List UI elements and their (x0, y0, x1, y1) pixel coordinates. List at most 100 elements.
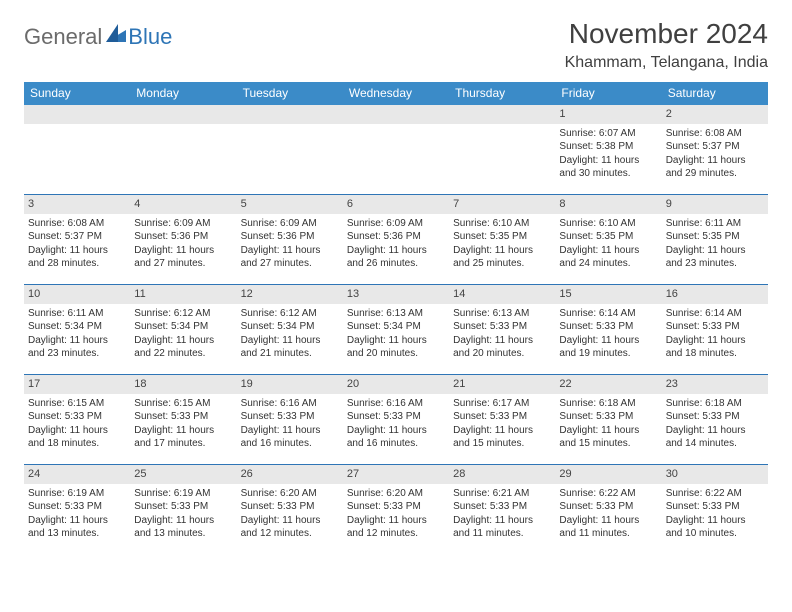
calendar-table: Sunday Monday Tuesday Wednesday Thursday… (24, 82, 768, 555)
daylight-text: and 19 minutes. (559, 347, 657, 361)
weekday-header: Wednesday (343, 82, 449, 105)
daylight-text: and 16 minutes. (241, 437, 339, 451)
daylight-text: and 18 minutes. (666, 347, 764, 361)
daylight-text: Daylight: 11 hours (347, 424, 445, 438)
daylight-text: Daylight: 11 hours (453, 244, 551, 258)
sunrise-text: Sunrise: 6:14 AM (559, 307, 657, 321)
daylight-text: Daylight: 11 hours (28, 334, 126, 348)
day-number (449, 105, 555, 124)
daylight-text: and 17 minutes. (134, 437, 232, 451)
calendar-day-cell: 20Sunrise: 6:16 AMSunset: 5:33 PMDayligh… (343, 375, 449, 465)
sunrise-text: Sunrise: 6:13 AM (453, 307, 551, 321)
daylight-text: and 24 minutes. (559, 257, 657, 271)
sunset-text: Sunset: 5:36 PM (347, 230, 445, 244)
day-number (237, 105, 343, 124)
calendar-day-cell (130, 105, 236, 195)
day-number: 27 (343, 465, 449, 484)
calendar-day-cell: 25Sunrise: 6:19 AMSunset: 5:33 PMDayligh… (130, 465, 236, 555)
calendar-week-row: 3Sunrise: 6:08 AMSunset: 5:37 PMDaylight… (24, 195, 768, 285)
sunrise-text: Sunrise: 6:12 AM (134, 307, 232, 321)
location-label: Khammam, Telangana, India (565, 54, 768, 72)
calendar-day-cell: 19Sunrise: 6:16 AMSunset: 5:33 PMDayligh… (237, 375, 343, 465)
sunset-text: Sunset: 5:35 PM (559, 230, 657, 244)
sunset-text: Sunset: 5:38 PM (559, 140, 657, 154)
weekday-header: Sunday (24, 82, 130, 105)
daylight-text: and 21 minutes. (241, 347, 339, 361)
sunrise-text: Sunrise: 6:22 AM (666, 487, 764, 501)
sunset-text: Sunset: 5:33 PM (134, 500, 232, 514)
sunrise-text: Sunrise: 6:17 AM (453, 397, 551, 411)
sunrise-text: Sunrise: 6:18 AM (666, 397, 764, 411)
weekday-header-row: Sunday Monday Tuesday Wednesday Thursday… (24, 82, 768, 105)
daylight-text: and 11 minutes. (559, 527, 657, 541)
calendar-day-cell: 2Sunrise: 6:08 AMSunset: 5:37 PMDaylight… (662, 105, 768, 195)
calendar-week-row: 1Sunrise: 6:07 AMSunset: 5:38 PMDaylight… (24, 105, 768, 195)
daylight-text: and 27 minutes. (241, 257, 339, 271)
sunset-text: Sunset: 5:33 PM (666, 320, 764, 334)
daylight-text: Daylight: 11 hours (666, 424, 764, 438)
sunset-text: Sunset: 5:35 PM (453, 230, 551, 244)
sunset-text: Sunset: 5:37 PM (666, 140, 764, 154)
daylight-text: and 29 minutes. (666, 167, 764, 181)
sunrise-text: Sunrise: 6:14 AM (666, 307, 764, 321)
daylight-text: Daylight: 11 hours (241, 514, 339, 528)
day-number (130, 105, 236, 124)
calendar-day-cell: 8Sunrise: 6:10 AMSunset: 5:35 PMDaylight… (555, 195, 661, 285)
day-number: 19 (237, 375, 343, 394)
sunset-text: Sunset: 5:34 PM (241, 320, 339, 334)
calendar-day-cell: 29Sunrise: 6:22 AMSunset: 5:33 PMDayligh… (555, 465, 661, 555)
day-number: 24 (24, 465, 130, 484)
logo-text-blue: Blue (128, 24, 172, 50)
calendar-day-cell: 15Sunrise: 6:14 AMSunset: 5:33 PMDayligh… (555, 285, 661, 375)
sunset-text: Sunset: 5:33 PM (453, 410, 551, 424)
daylight-text: and 26 minutes. (347, 257, 445, 271)
day-number: 16 (662, 285, 768, 304)
daylight-text: Daylight: 11 hours (559, 424, 657, 438)
calendar-day-cell: 5Sunrise: 6:09 AMSunset: 5:36 PMDaylight… (237, 195, 343, 285)
daylight-text: and 12 minutes. (347, 527, 445, 541)
daylight-text: Daylight: 11 hours (28, 424, 126, 438)
sunrise-text: Sunrise: 6:16 AM (347, 397, 445, 411)
sunrise-text: Sunrise: 6:09 AM (241, 217, 339, 231)
sunset-text: Sunset: 5:36 PM (134, 230, 232, 244)
sunrise-text: Sunrise: 6:22 AM (559, 487, 657, 501)
logo-text-general: General (24, 24, 102, 50)
sunrise-text: Sunrise: 6:09 AM (134, 217, 232, 231)
day-number: 6 (343, 195, 449, 214)
daylight-text: and 11 minutes. (453, 527, 551, 541)
daylight-text: Daylight: 11 hours (559, 514, 657, 528)
day-number: 14 (449, 285, 555, 304)
sunrise-text: Sunrise: 6:20 AM (347, 487, 445, 501)
calendar-day-cell: 13Sunrise: 6:13 AMSunset: 5:34 PMDayligh… (343, 285, 449, 375)
calendar-day-cell (343, 105, 449, 195)
calendar-day-cell (449, 105, 555, 195)
sunrise-text: Sunrise: 6:08 AM (28, 217, 126, 231)
daylight-text: Daylight: 11 hours (347, 244, 445, 258)
sunset-text: Sunset: 5:34 PM (347, 320, 445, 334)
day-number (24, 105, 130, 124)
daylight-text: Daylight: 11 hours (666, 334, 764, 348)
day-number: 10 (24, 285, 130, 304)
daylight-text: Daylight: 11 hours (559, 334, 657, 348)
daylight-text: Daylight: 11 hours (241, 424, 339, 438)
sunset-text: Sunset: 5:33 PM (28, 500, 126, 514)
sunset-text: Sunset: 5:33 PM (453, 320, 551, 334)
sunset-text: Sunset: 5:34 PM (28, 320, 126, 334)
daylight-text: and 14 minutes. (666, 437, 764, 451)
sunset-text: Sunset: 5:33 PM (134, 410, 232, 424)
weekday-header: Saturday (662, 82, 768, 105)
sunrise-text: Sunrise: 6:11 AM (666, 217, 764, 231)
calendar-day-cell: 9Sunrise: 6:11 AMSunset: 5:35 PMDaylight… (662, 195, 768, 285)
logo-mark-icon (106, 24, 126, 42)
calendar-week-row: 17Sunrise: 6:15 AMSunset: 5:33 PMDayligh… (24, 375, 768, 465)
day-number: 18 (130, 375, 236, 394)
day-number: 25 (130, 465, 236, 484)
calendar-day-cell: 18Sunrise: 6:15 AMSunset: 5:33 PMDayligh… (130, 375, 236, 465)
daylight-text: and 15 minutes. (453, 437, 551, 451)
sunrise-text: Sunrise: 6:16 AM (241, 397, 339, 411)
sunrise-text: Sunrise: 6:15 AM (134, 397, 232, 411)
daylight-text: Daylight: 11 hours (241, 244, 339, 258)
calendar-day-cell: 7Sunrise: 6:10 AMSunset: 5:35 PMDaylight… (449, 195, 555, 285)
page-title: November 2024 (565, 18, 768, 50)
daylight-text: and 23 minutes. (666, 257, 764, 271)
